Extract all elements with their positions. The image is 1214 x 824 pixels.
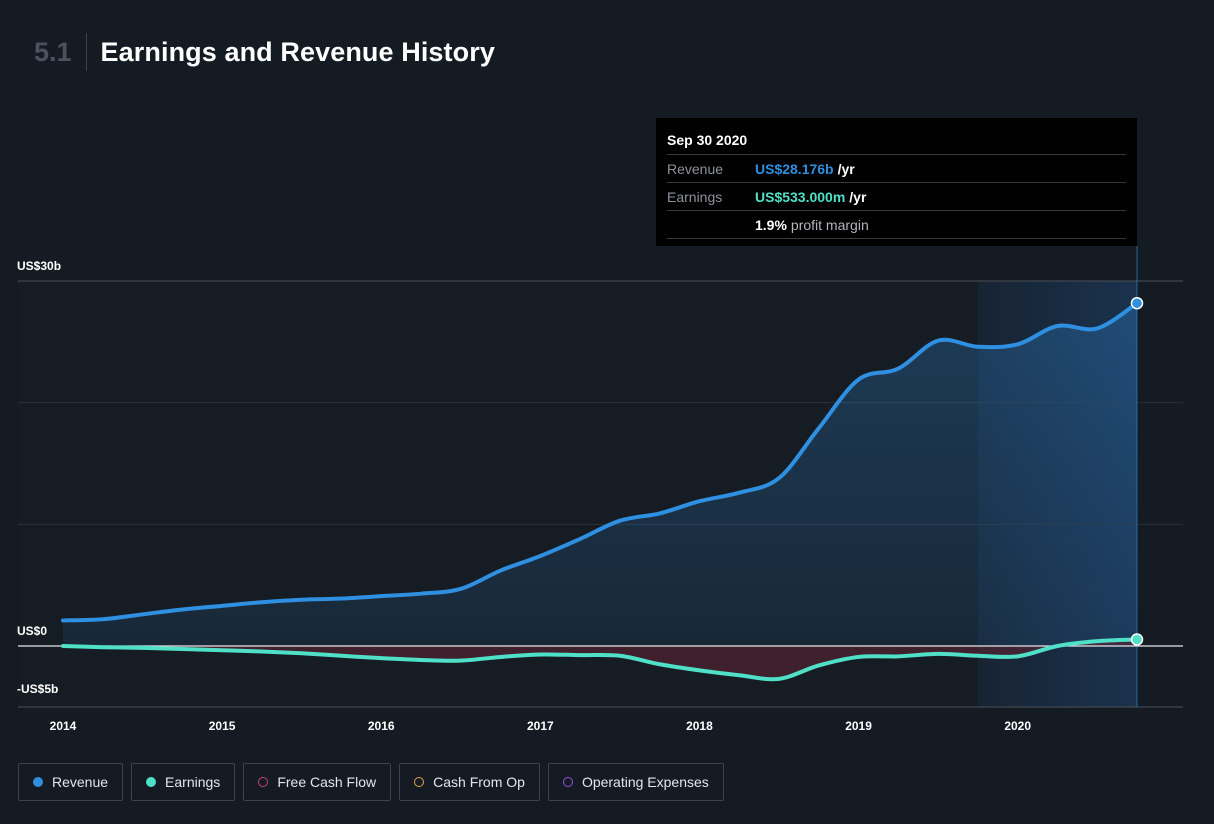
x-tick-label: 2017 bbox=[527, 719, 554, 733]
legend-item-free-cash-flow[interactable]: Free Cash Flow bbox=[243, 763, 392, 801]
x-tick-label: 2014 bbox=[50, 719, 77, 733]
legend-label-revenue: Revenue bbox=[52, 774, 109, 790]
y-tick-label: -US$5b bbox=[17, 682, 58, 696]
legend-label-earnings: Earnings bbox=[165, 774, 221, 790]
tooltip-date: Sep 30 2020 bbox=[667, 132, 1126, 155]
y-tick-label: US$30b bbox=[17, 259, 61, 273]
legend-item-operating-expenses[interactable]: Operating Expenses bbox=[547, 763, 724, 801]
tooltip-earnings-unit: /yr bbox=[849, 188, 867, 205]
legend: Revenue Earnings Free Cash Flow Cash Fro… bbox=[18, 763, 724, 801]
tooltip-revenue-unit: /yr bbox=[837, 160, 855, 177]
legend-ring-operating-expenses-icon bbox=[562, 777, 573, 787]
revenue-marker bbox=[1130, 296, 1144, 310]
earnings-line bbox=[61, 637, 1139, 682]
tooltip-revenue-value: US$28.176b bbox=[755, 160, 834, 177]
revenue-line bbox=[61, 301, 1139, 623]
legend-item-cash-from-op[interactable]: Cash From Op bbox=[399, 763, 540, 801]
y-tick-label: US$0 bbox=[17, 624, 47, 638]
tooltip-earnings-value: US$533.000m bbox=[755, 188, 846, 205]
legend-item-earnings[interactable]: Earnings bbox=[131, 763, 236, 801]
x-tick-label: 2020 bbox=[1004, 719, 1031, 733]
tooltip-margin-value: 1.9% bbox=[755, 216, 787, 233]
section-number: 5.1 bbox=[34, 33, 87, 71]
tooltip-margin-text: profit margin bbox=[790, 216, 869, 233]
x-tick-label: 2015 bbox=[209, 719, 236, 733]
legend-dot-earnings-icon bbox=[146, 777, 157, 787]
earnings-revenue-chart[interactable]: US$30b US$0 -US$5b 2014 2015 2016 2017 2018 2019… bbox=[0, 0, 1214, 760]
legend-label-free-cash-flow: Free Cash Flow bbox=[277, 774, 377, 790]
chart-tooltip: Sep 30 2020 Revenue US$28.176b /yr Earni… bbox=[656, 118, 1137, 246]
legend-label-cash-from-op: Cash From Op bbox=[433, 774, 525, 790]
page-title: Earnings and Revenue History bbox=[100, 36, 495, 67]
tooltip-earnings-label: Earnings bbox=[667, 188, 723, 205]
revenue-area bbox=[63, 303, 1137, 646]
earnings-area bbox=[63, 639, 1137, 680]
tooltip-revenue-row: Revenue US$28.176b /yr bbox=[667, 155, 1126, 183]
x-tick-label: 2018 bbox=[686, 719, 713, 733]
x-tick-label: 2016 bbox=[368, 719, 395, 733]
legend-ring-free-cash-flow-icon bbox=[258, 777, 269, 787]
tooltip-margin-row: 1.9% profit margin bbox=[667, 211, 1126, 239]
legend-dot-revenue-icon bbox=[33, 777, 43, 787]
x-tick-label: 2019 bbox=[845, 719, 872, 733]
legend-item-revenue[interactable]: Revenue bbox=[18, 763, 124, 801]
legend-ring-cash-from-op-icon bbox=[414, 777, 425, 787]
title-row: 5.1 Earnings and Revenue History bbox=[34, 30, 495, 74]
earnings-marker bbox=[1130, 633, 1144, 646]
tooltip-earnings-row: Earnings US$533.000m /yr bbox=[667, 183, 1126, 211]
legend-label-operating-expenses: Operating Expenses bbox=[581, 774, 709, 790]
tooltip-revenue-label: Revenue bbox=[667, 160, 724, 177]
